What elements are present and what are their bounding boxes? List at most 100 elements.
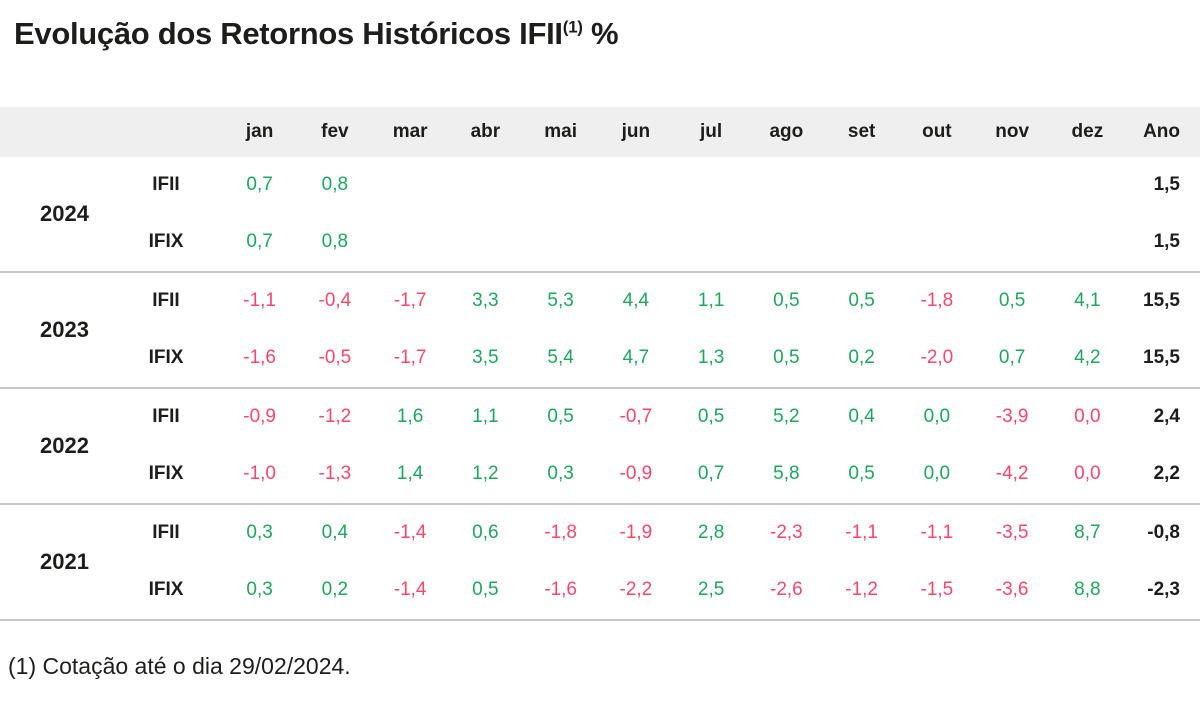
return-value-cell: 0,0 — [923, 406, 951, 428]
year-label: 2024 — [40, 200, 89, 226]
return-value-cell: 2,8 — [697, 522, 725, 544]
return-value-cell: 0,3 — [246, 579, 273, 601]
return-value-cell: -1,6 — [243, 347, 276, 369]
return-value-cell: 0,7 — [697, 463, 725, 485]
return-value-cell: -1,7 — [393, 290, 427, 312]
year-group: 2023 IFII -1,1 -0,4 -1,7 3,3 5,3 4,4 1,1 0,5 0,5 -1… — [0, 273, 1200, 389]
year-label: 2022 — [40, 432, 89, 458]
index-label: IFIX — [148, 463, 184, 485]
return-value-cell: 1,6 — [396, 406, 424, 428]
return-value-cell: -2,6 — [770, 579, 803, 601]
month-header-cell: nov — [995, 120, 1030, 142]
return-value-cell: 0,5 — [848, 290, 875, 312]
return-value-cell: -0,5 — [318, 347, 352, 369]
return-value-cell: -1,8 — [544, 522, 577, 544]
page-title-text: Evolução dos Retornos Históricos IFII — [14, 16, 563, 51]
return-value-cell: 0,6 — [472, 522, 499, 544]
return-value-cell: 8,7 — [1074, 522, 1101, 544]
annual-value-cell: 1,5 — [1153, 231, 1180, 253]
return-value-cell: 0,5 — [547, 406, 574, 428]
return-value-cell: 0,2 — [321, 579, 349, 601]
return-value-cell: 5,4 — [547, 347, 574, 369]
return-value-cell: 0,5 — [472, 579, 499, 601]
return-value-cell: -1,1 — [845, 522, 878, 544]
return-value-cell: 1,1 — [472, 406, 499, 428]
month-header-cell: mar — [392, 120, 428, 142]
return-value-cell: 4,1 — [1074, 290, 1101, 312]
month-header-cell: set — [847, 120, 876, 142]
return-value-cell: 0,3 — [246, 522, 273, 544]
return-value-cell: -2,0 — [920, 347, 954, 369]
return-value-cell: -1,8 — [920, 290, 954, 312]
month-header-cell: abr — [470, 120, 501, 142]
annual-value-cell: 15,5 — [1143, 290, 1180, 312]
return-value-cell: 0,4 — [321, 522, 349, 544]
month-header-cell: jul — [700, 120, 723, 142]
return-value-cell: 5,3 — [547, 290, 574, 312]
return-value-cell: -0,7 — [619, 406, 653, 428]
index-label: IFIX — [148, 231, 184, 253]
return-value-cell: 0,8 — [321, 174, 349, 196]
return-value-cell: -2,3 — [770, 522, 803, 544]
return-value-cell: 0,7 — [246, 231, 273, 253]
return-value-cell: -0,9 — [243, 406, 276, 428]
return-value-cell: 0,5 — [773, 347, 800, 369]
return-value-cell: 0,5 — [697, 406, 725, 428]
month-header-cell: out — [922, 120, 952, 142]
return-value-cell: -1,1 — [243, 290, 276, 312]
return-value-cell: 4,2 — [1074, 347, 1101, 369]
table-body: 2024 IFII 0,7 0,8 1,5 IFIX 0,7 0,8 1,5 2023 IFII -1… — [0, 157, 1200, 621]
return-value-cell: 0,3 — [547, 463, 574, 485]
month-header-cell: fev — [321, 120, 349, 142]
annual-value-cell: -0,8 — [1147, 522, 1180, 544]
index-label: IFIX — [148, 347, 184, 369]
index-label: IFII — [152, 174, 180, 196]
title-footnote-marker: (1) — [562, 17, 583, 37]
year-group: 2022 IFII -0,9 -1,2 1,6 1,1 0,5 -0,7 0,5 5,2 0,4 0,… — [0, 389, 1200, 505]
return-value-cell: 0,5 — [998, 290, 1026, 312]
return-value-cell: 2,5 — [697, 579, 725, 601]
return-value-cell: -3,5 — [995, 522, 1029, 544]
return-value-cell: -0,4 — [318, 290, 352, 312]
return-value-cell: -1,6 — [544, 579, 577, 601]
month-header-cell: jan — [245, 120, 274, 142]
return-value-cell: -4,2 — [995, 463, 1029, 485]
month-header-cell: dez — [1071, 120, 1104, 142]
return-value-cell: 1,3 — [697, 347, 725, 369]
return-value-cell: 3,3 — [472, 290, 499, 312]
annual-value-cell: 15,5 — [1143, 347, 1180, 369]
return-value-cell: 0,0 — [923, 463, 951, 485]
return-value-cell: 0,4 — [848, 406, 875, 428]
return-value-cell: 0,7 — [246, 174, 273, 196]
year-label: 2023 — [40, 316, 89, 342]
return-value-cell: 8,8 — [1074, 579, 1101, 601]
return-value-cell: 0,0 — [1074, 406, 1101, 428]
return-value-cell: 1,1 — [697, 290, 725, 312]
year-group: 2021 IFII 0,3 0,4 -1,4 0,6 -1,8 -1,9 2,8 -2,3 -1,1… — [0, 505, 1200, 621]
month-header-cell: mai — [544, 120, 577, 142]
return-value-cell: 0,7 — [998, 347, 1026, 369]
return-value-cell: 4,4 — [622, 290, 650, 312]
return-value-cell: 0,5 — [848, 463, 875, 485]
return-value-cell: -1,5 — [920, 579, 954, 601]
return-value-cell: -1,4 — [393, 522, 427, 544]
return-value-cell: 0,2 — [848, 347, 875, 369]
return-value-cell: 0,0 — [1074, 463, 1101, 485]
return-value-cell: -1,3 — [318, 463, 352, 485]
return-value-cell: -1,1 — [920, 522, 954, 544]
returns-table: jan fev mar abr mai jun jul ago set out nov dez Ano … — [0, 106, 1200, 621]
return-value-cell: -3,9 — [995, 406, 1029, 428]
return-value-cell: 5,8 — [773, 463, 800, 485]
return-value-cell: -1,2 — [318, 406, 352, 428]
return-value-cell: -1,4 — [393, 579, 427, 601]
return-value-cell: 4,7 — [622, 347, 650, 369]
return-value-cell: 0,5 — [773, 290, 800, 312]
return-value-cell: 5,2 — [773, 406, 800, 428]
month-header-cell: ago — [769, 120, 804, 142]
index-label: IFII — [152, 522, 180, 544]
index-label: IFIX — [148, 579, 184, 601]
annual-value-cell: -2,3 — [1147, 579, 1180, 601]
page-title-suffix: % — [582, 16, 619, 51]
annual-header-cell: Ano — [1143, 120, 1180, 142]
return-value-cell: -3,6 — [995, 579, 1029, 601]
